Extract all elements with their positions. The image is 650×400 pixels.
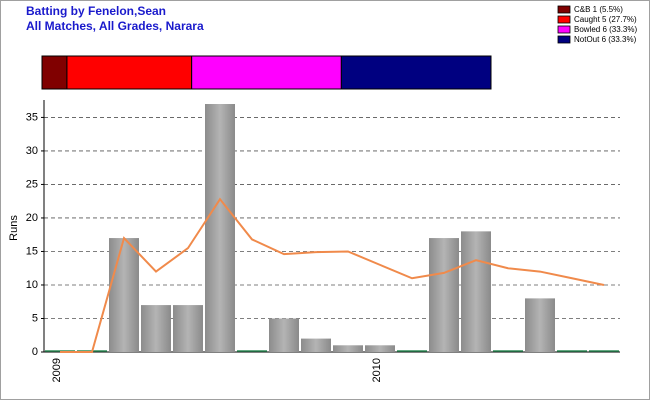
y-tick-label: 5 — [32, 312, 38, 324]
y-axis-label: Runs — [8, 215, 20, 241]
dismissal-segment — [340, 55, 492, 90]
legend-swatch — [557, 5, 571, 14]
bar — [429, 238, 459, 352]
legend-swatch — [557, 15, 571, 24]
legend-label: Bowled 6 (33.3%) — [574, 25, 637, 34]
x-tick-label: 2010 — [371, 358, 383, 382]
bar — [205, 104, 235, 352]
dismissal-segment — [41, 55, 68, 90]
bar — [301, 338, 331, 352]
legend-label: NotOut 6 (33.3%) — [574, 35, 637, 44]
y-tick-label: 35 — [26, 111, 38, 123]
y-tick-label: 15 — [26, 245, 38, 257]
legend-label: C&B 1 (5.5%) — [574, 5, 623, 14]
bar — [461, 231, 491, 352]
y-tick-label: 25 — [26, 178, 38, 190]
legend-swatch — [557, 35, 571, 44]
bar — [333, 345, 363, 352]
dismissal-segment — [191, 55, 342, 90]
dismissal-segment — [66, 55, 193, 90]
bar — [109, 238, 139, 352]
chart-title: Batting by Fenelon,Sean — [26, 4, 166, 18]
bar — [365, 345, 395, 352]
legend-label: Caught 5 (27.7%) — [574, 15, 637, 24]
y-tick-label: 10 — [26, 279, 38, 291]
chart-subtitle: All Matches, All Grades, Narara — [26, 19, 204, 33]
bar — [173, 305, 203, 352]
x-tick-label: 2009 — [51, 358, 63, 382]
bar — [269, 318, 299, 352]
y-tick-label: 0 — [32, 346, 38, 358]
trend-line — [60, 197, 605, 353]
y-tick-label: 30 — [26, 145, 38, 157]
bar — [525, 298, 555, 352]
y-tick-label: 20 — [26, 212, 38, 224]
legend-swatch — [557, 25, 571, 34]
bar — [141, 305, 171, 352]
